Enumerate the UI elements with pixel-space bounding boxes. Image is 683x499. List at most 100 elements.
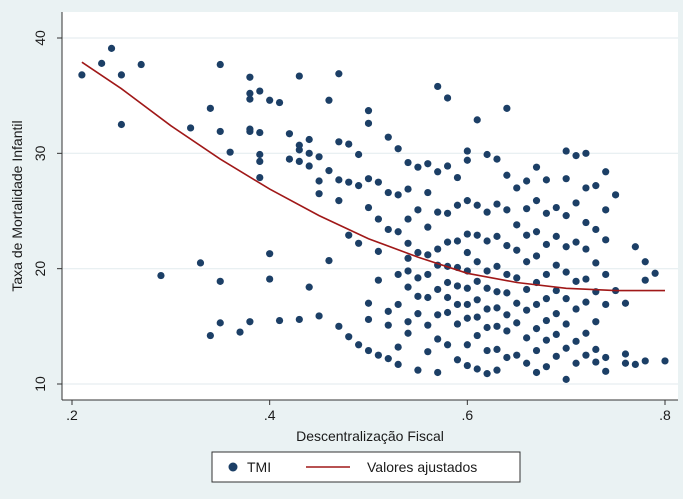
data-point <box>443 278 452 287</box>
data-point <box>473 258 481 266</box>
data-point <box>355 150 363 159</box>
data-point <box>473 331 481 340</box>
data-point <box>404 267 412 275</box>
data-point <box>562 295 570 303</box>
data-point <box>275 98 284 107</box>
data-point <box>453 320 462 328</box>
data-point <box>266 275 274 283</box>
data-point <box>394 228 402 236</box>
data-point <box>562 375 570 383</box>
data-point <box>414 274 422 282</box>
data-point <box>216 277 224 285</box>
data-point <box>592 182 600 190</box>
data-point <box>206 104 214 112</box>
data-point <box>562 268 570 276</box>
data-point <box>463 284 471 292</box>
data-point <box>266 96 274 104</box>
tmi-points <box>78 44 669 383</box>
data-point <box>532 325 541 333</box>
data-point <box>532 252 541 260</box>
data-point <box>384 321 392 329</box>
data-point <box>256 157 264 166</box>
data-point <box>107 44 116 52</box>
data-point <box>394 145 402 153</box>
data-point <box>325 167 333 175</box>
data-point <box>434 82 442 91</box>
data-point <box>236 328 244 336</box>
data-point <box>335 138 343 146</box>
data-point <box>463 147 471 155</box>
data-point <box>404 283 412 291</box>
data-point <box>443 308 452 317</box>
data-point <box>582 275 590 283</box>
data-point <box>434 368 442 377</box>
data-point <box>463 300 471 309</box>
data-point <box>552 310 560 318</box>
y-tick-label: 10 <box>32 376 48 392</box>
data-point <box>117 71 126 79</box>
data-point <box>434 335 442 343</box>
data-point <box>305 135 313 144</box>
data-point <box>552 286 560 295</box>
data-point <box>266 250 274 258</box>
data-point <box>523 306 531 314</box>
data-point <box>602 206 610 214</box>
data-point <box>641 258 649 266</box>
data-point <box>364 299 373 307</box>
data-point <box>414 248 422 257</box>
data-point <box>424 160 432 168</box>
data-point <box>483 208 491 216</box>
data-point <box>621 299 630 307</box>
data-point <box>592 345 600 353</box>
data-point <box>621 350 630 358</box>
data-point <box>513 274 521 282</box>
data-point <box>513 299 521 307</box>
data-point <box>424 321 432 329</box>
data-point <box>582 245 590 253</box>
data-point <box>345 140 353 148</box>
x-tick-label: .6 <box>461 407 473 423</box>
data-point <box>661 357 669 365</box>
data-point <box>523 258 531 266</box>
data-point <box>503 270 511 279</box>
data-point <box>552 352 560 360</box>
data-point <box>364 119 373 127</box>
data-point <box>483 284 491 292</box>
data-point <box>374 276 382 284</box>
data-point <box>246 89 254 97</box>
data-point <box>552 203 560 212</box>
data-point <box>414 366 422 374</box>
data-point <box>562 175 570 183</box>
data-point <box>394 270 402 279</box>
data-point <box>572 337 580 345</box>
data-point <box>503 242 511 250</box>
data-point <box>414 292 422 300</box>
data-point <box>246 73 254 81</box>
data-point <box>78 71 86 79</box>
data-point <box>542 336 551 344</box>
data-point <box>404 185 412 193</box>
data-point <box>463 197 471 205</box>
data-point <box>582 298 590 306</box>
data-point <box>404 254 412 262</box>
data-point <box>443 341 452 349</box>
data-point <box>315 177 323 185</box>
data-point <box>532 346 541 355</box>
data-point <box>523 334 531 342</box>
data-point <box>523 177 531 185</box>
axes: 10 20 30 40 .2 .4 .6 .8 <box>32 12 678 423</box>
data-point <box>424 223 432 231</box>
fit-line <box>81 61 665 292</box>
data-point <box>592 225 600 234</box>
data-point <box>542 363 551 371</box>
y-axis-label: Taxa de Mortalidade Infantil <box>9 120 25 291</box>
data-point <box>552 232 560 240</box>
data-point <box>256 173 264 182</box>
data-point <box>256 87 264 95</box>
data-point <box>364 346 373 355</box>
data-point <box>453 300 462 309</box>
data-point <box>256 150 264 159</box>
data-point <box>275 316 284 325</box>
data-point <box>602 300 610 309</box>
data-point <box>453 282 462 290</box>
